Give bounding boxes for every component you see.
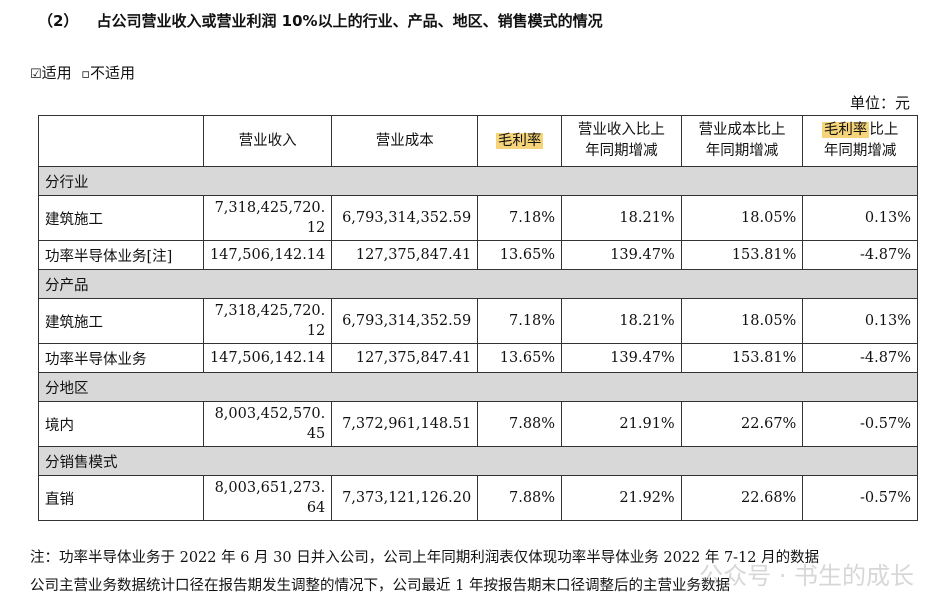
applicability-options: ☑适用 ▫不适用	[30, 62, 135, 83]
applicable-label: 适用	[41, 64, 72, 82]
margin-cell: 7.88%	[477, 475, 563, 521]
table-row: 建筑施工 7,318,425,720. 12 6,793,314,352.59 7…	[38, 298, 918, 344]
cost-cell: 127,375,847.41	[331, 240, 479, 270]
header-category	[38, 115, 204, 167]
revenue-part1: 7,318,425,720.	[214, 200, 326, 216]
revenue-part1: 7,318,425,720.	[214, 303, 326, 319]
row-name: 功率半导体业务[注]	[38, 240, 204, 270]
row-name: 直销	[38, 475, 204, 521]
cost-change-cell: 18.05%	[680, 298, 804, 344]
revenue-change-cell: 21.91%	[561, 401, 682, 447]
table-row: 直销 8,003,651,273. 64 7,373,121,126.20 7.8…	[38, 475, 918, 521]
business-breakdown-table: 营业收入 营业成本 毛利率 营业收入比上 年同期增减 营业成本比上 年同期增减 毛利…	[38, 115, 918, 521]
cost-cell: 7,373,121,126.20	[331, 475, 479, 521]
header-revenue: 营业收入	[202, 115, 333, 167]
margin-change-cell: 0.13%	[802, 195, 918, 241]
header-cost-change-line2: 年同期增减	[705, 143, 779, 159]
margin-cell: 7.88%	[477, 401, 563, 447]
revenue-part1: 8,003,452,570.	[214, 406, 326, 422]
cost-cell: 7,372,961,148.51	[331, 401, 479, 447]
header-cost: 营业成本	[331, 115, 479, 167]
cost-cell: 127,375,847.41	[331, 343, 479, 373]
margin-change-cell: -4.87%	[802, 343, 918, 373]
section-row-sales-mode: 分销售模式	[38, 446, 918, 476]
header-margin-change: 毛利率 比上年同期增减	[802, 115, 918, 167]
section-row-region: 分地区	[38, 372, 918, 402]
header-margin: 毛利率	[477, 115, 563, 167]
section-title: 分行业	[38, 166, 918, 196]
margin-change-cell: -0.57%	[802, 475, 918, 521]
footnote: 注：功率半导体业务于 2022 年 6 月 30 日并入公司，公司上年同期利润表…	[30, 550, 820, 566]
revenue-cell: 8,003,452,570. 45	[202, 401, 333, 447]
section-title: 占公司营业收入或营业利润 10%以上的行业、产品、地区、销售模式的情况	[96, 12, 603, 30]
table-row: 功率半导体业务[注] 147,506,142.14 127,375,847.41…	[38, 240, 918, 270]
header-margin-change-line2: 年同期增减	[823, 143, 897, 159]
header-margin-change-rest: 比上	[869, 122, 899, 138]
cost-cell: 6,793,314,352.59	[331, 195, 479, 241]
cost-change-cell: 18.05%	[680, 195, 804, 241]
section-row-product: 分产品	[38, 269, 918, 299]
revenue-part2: 64	[306, 500, 326, 516]
margin-change-cell: -4.87%	[802, 240, 918, 270]
revenue-part2: 12	[306, 220, 326, 236]
revenue-part2: 45	[306, 426, 326, 442]
section-row-industry: 分行业	[38, 166, 918, 196]
section-title: 分产品	[38, 269, 918, 299]
table-row: 境内 8,003,452,570. 45 7,372,961,148.51 7.8…	[38, 401, 918, 447]
revenue-part1: 8,003,651,273.	[214, 480, 326, 496]
revenue-cell: 7,318,425,720. 12	[202, 195, 333, 241]
unchecked-checkbox-icon[interactable]: ▫	[81, 67, 91, 82]
revenue-change-cell: 21.92%	[561, 475, 682, 521]
row-name: 建筑施工	[38, 195, 204, 241]
checked-checkbox-icon[interactable]: ☑	[30, 67, 42, 82]
header-margin-highlight: 毛利率	[495, 132, 544, 149]
unit-label: 单位：元	[849, 94, 910, 112]
revenue-part2: 12	[306, 323, 326, 339]
revenue-change-cell: 18.21%	[561, 195, 682, 241]
header-row: 营业收入 营业成本 毛利率 营业收入比上 年同期增减 营业成本比上 年同期增减 毛利…	[38, 115, 918, 167]
cost-change-cell: 22.67%	[680, 401, 804, 447]
revenue-cell: 147,506,142.14	[202, 240, 333, 270]
revenue-cell: 8,003,651,273. 64	[202, 475, 333, 521]
margin-cell: 7.18%	[477, 298, 563, 344]
revenue-change-cell: 18.21%	[561, 298, 682, 344]
margin-change-cell: -0.57%	[802, 401, 918, 447]
section-heading: （2） 占公司营业收入或营业利润 10%以上的行业、产品、地区、销售模式的情况	[38, 10, 603, 31]
cost-cell: 6,793,314,352.59	[331, 298, 479, 344]
table-row: 建筑施工 7,318,425,720. 12 6,793,314,352.59 7…	[38, 195, 918, 241]
cost-change-cell: 153.81%	[680, 343, 804, 373]
watermark: 公众号 · 书生的成长	[699, 562, 914, 590]
margin-cell: 13.65%	[477, 240, 563, 270]
row-name: 境内	[38, 401, 204, 447]
header-margin-change-highlight: 毛利率	[821, 122, 870, 138]
header-revenue-change-line2: 年同期增减	[585, 143, 658, 159]
cost-change-cell: 22.68%	[680, 475, 804, 521]
margin-cell: 13.65%	[477, 343, 563, 373]
header-cost-change: 营业成本比上 年同期增减	[680, 115, 804, 167]
table-row: 功率半导体业务 147,506,142.14 127,375,847.41 13…	[38, 343, 918, 373]
section-number: （2）	[38, 12, 79, 30]
not-applicable-label: 不适用	[90, 64, 136, 82]
header-revenue-change-line1: 营业收入比上	[577, 122, 665, 138]
revenue-cell: 147,506,142.14	[202, 343, 333, 373]
row-name: 功率半导体业务	[38, 343, 204, 373]
revenue-change-cell: 139.47%	[561, 343, 682, 373]
header-revenue-change: 营业收入比上 年同期增减	[561, 115, 682, 167]
revenue-cell: 7,318,425,720. 12	[202, 298, 333, 344]
header-cost-change-line1: 营业成本比上	[698, 122, 786, 138]
margin-change-cell: 0.13%	[802, 298, 918, 344]
cost-change-cell: 153.81%	[680, 240, 804, 270]
section-title: 分销售模式	[38, 446, 918, 476]
margin-cell: 7.18%	[477, 195, 563, 241]
section-title: 分地区	[38, 372, 918, 402]
revenue-change-cell: 139.47%	[561, 240, 682, 270]
footnote-2: 公司主营业务数据统计口径在报告期发生调整的情况下，公司最近 1 年按报告期末口径…	[30, 578, 730, 594]
row-name: 建筑施工	[38, 298, 204, 344]
